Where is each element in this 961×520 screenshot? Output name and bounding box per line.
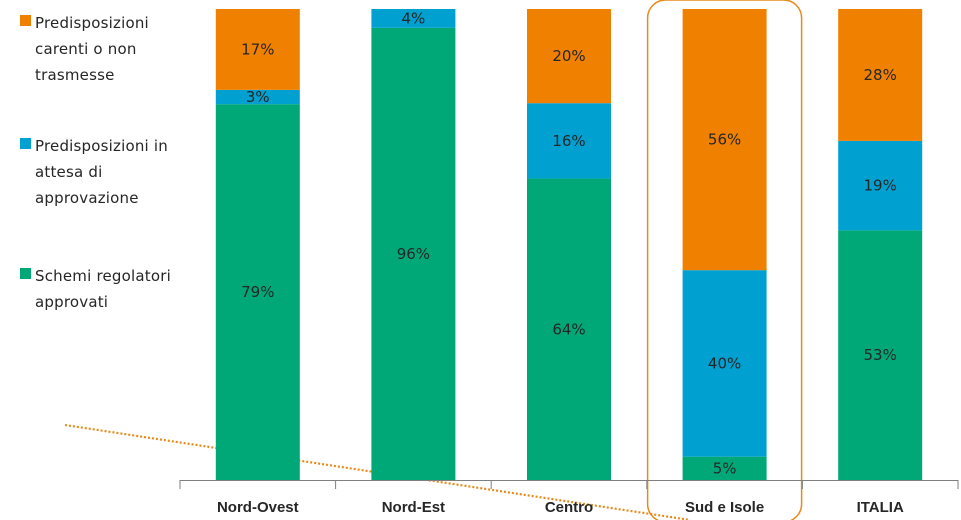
data-label-sud-e-isole-attesa: 40% [708, 354, 741, 372]
x-tick-label-italia: ITALIA [857, 499, 904, 516]
data-label-italia-carenti: 28% [864, 66, 897, 84]
x-tick-label-nord-ovest: Nord-Ovest [217, 499, 299, 516]
data-label-nord-ovest-carenti: 17% [241, 40, 274, 58]
bar-italia-approvati [838, 230, 923, 480]
data-label-sud-e-isole-carenti: 56% [708, 131, 741, 149]
bar-centro-attesa [527, 103, 611, 179]
legend-label-approvati: Schemi regolatori approvati [35, 267, 171, 311]
bar-sud-e-isole-carenti [682, 9, 767, 271]
highlight-box-sud-e-isole [646, 0, 803, 520]
bar-sud-e-isole-attesa [682, 270, 767, 457]
bar-italia-attesa [838, 140, 923, 231]
bar-centro-approvati [527, 178, 611, 480]
bar-sud-e-isole-approvati [682, 456, 767, 480]
bar-nord-est-attesa [371, 9, 456, 28]
data-label-centro-carenti: 20% [552, 47, 585, 65]
x-tick-label-sud-e-isole: Sud e Isole [685, 499, 764, 516]
data-label-nord-ovest-approvati: 79% [241, 283, 274, 301]
bar-italia-carenti [838, 9, 923, 141]
bar-nord-ovest-attesa [215, 89, 300, 105]
x-tick-label-nord-est: Nord-Est [382, 499, 445, 516]
x-tick-label-centro: Centro [545, 499, 593, 516]
bar-nord-ovest-carenti [215, 9, 300, 90]
data-label-italia-attesa: 19% [864, 177, 897, 195]
data-label-nord-est-attesa: 4% [402, 9, 426, 27]
legend-label-attesa: Predisposizioni in attesa di approvazion… [35, 137, 168, 207]
data-label-centro-attesa: 16% [552, 132, 585, 150]
data-label-nord-est-approvati: 96% [397, 245, 430, 263]
bar-nord-est-approvati [371, 27, 456, 481]
data-label-sud-e-isole-approvati: 5% [713, 459, 737, 477]
data-label-nord-ovest-attesa: 3% [246, 88, 270, 106]
data-label-centro-approvati: 64% [552, 320, 585, 338]
bar-centro-carenti [527, 9, 611, 104]
legend-label-carenti: Predisposizioni carenti o non trasmesse [35, 14, 149, 84]
legend-swatch-attesa [20, 138, 31, 149]
legend-swatch-approvati [20, 268, 31, 279]
legend-swatch-carenti [20, 15, 31, 26]
bar-nord-ovest-approvati [215, 104, 300, 480]
data-label-italia-approvati: 53% [864, 346, 897, 364]
